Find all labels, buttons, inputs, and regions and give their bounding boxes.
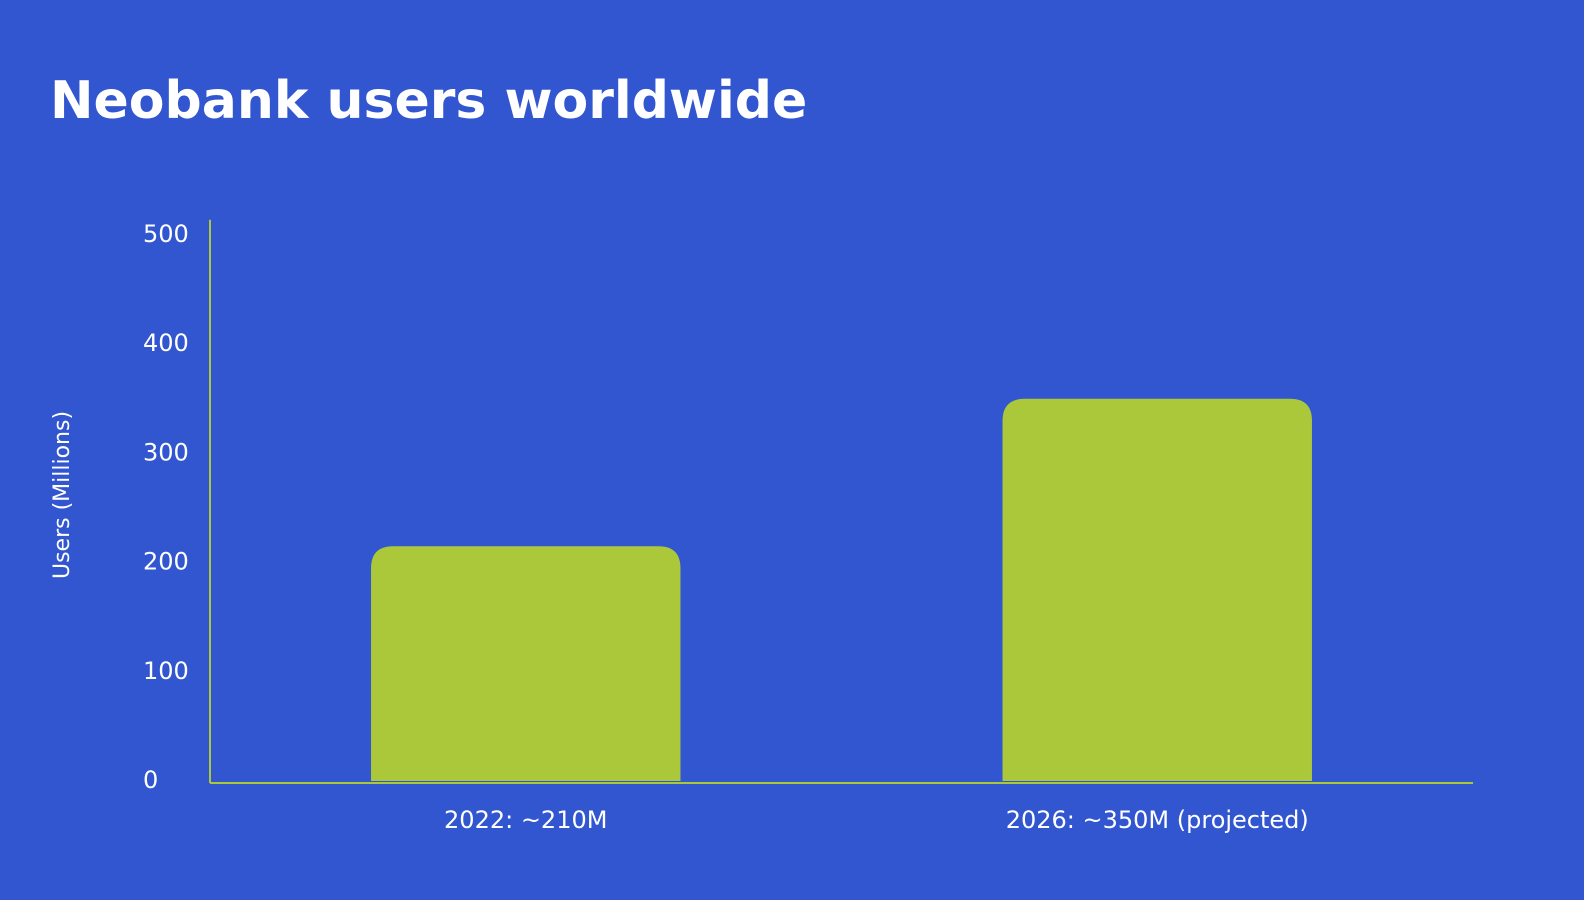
x-tick-label: 2026: ~350M (projected) [1006, 806, 1309, 834]
bar [1002, 398, 1312, 781]
x-tick-label: 2022: ~210M [444, 806, 607, 834]
chart-title: Neobank users worldwide [50, 71, 807, 131]
y-tick-label: 0 [143, 766, 158, 794]
y-tick-label: 400 [143, 329, 189, 357]
y-tick-label: 200 [143, 548, 189, 576]
y-tick-label: 500 [143, 220, 189, 248]
y-axis-label: Users (Millions) [50, 411, 75, 579]
y-tick-label: 300 [143, 438, 189, 466]
y-tick-label: 100 [143, 657, 189, 685]
bar [371, 546, 681, 781]
